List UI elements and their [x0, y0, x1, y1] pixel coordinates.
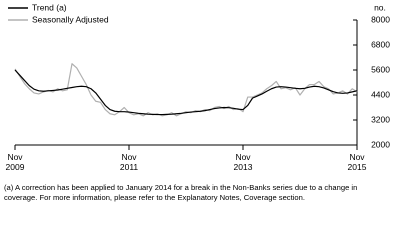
y-tick-label: 6800 — [371, 39, 390, 49]
y-tick-label: 4400 — [371, 89, 390, 99]
chart: no. 2000 3200 4400 5600 6800 8000 Trend (a) Sea… — [8, 2, 390, 150]
y-tick-label: 3200 — [371, 114, 390, 124]
x-tick-label: Nov 2009 — [5, 152, 25, 172]
legend-label: Trend (a) — [32, 2, 67, 12]
legend-label: Seasonally Adjusted — [32, 14, 109, 24]
y-tick-label: 2000 — [371, 139, 390, 149]
series-line — [14, 63, 358, 117]
unit-label: no. — [374, 2, 386, 12]
y-tick-label: 5600 — [371, 64, 390, 74]
page: no. 2000 3200 4400 5600 6800 8000 Trend (a) Sea… — [4, 2, 391, 202]
x-tick-label: Nov 2011 — [119, 152, 139, 172]
series-line — [14, 69, 358, 116]
y-tick-label: 8000 — [371, 14, 390, 24]
x-tick-label: Nov 2015 — [347, 152, 367, 172]
footnote: (a) A correction has been applied to Jan… — [4, 183, 358, 202]
x-tick-label: Nov 2013 — [233, 152, 253, 172]
